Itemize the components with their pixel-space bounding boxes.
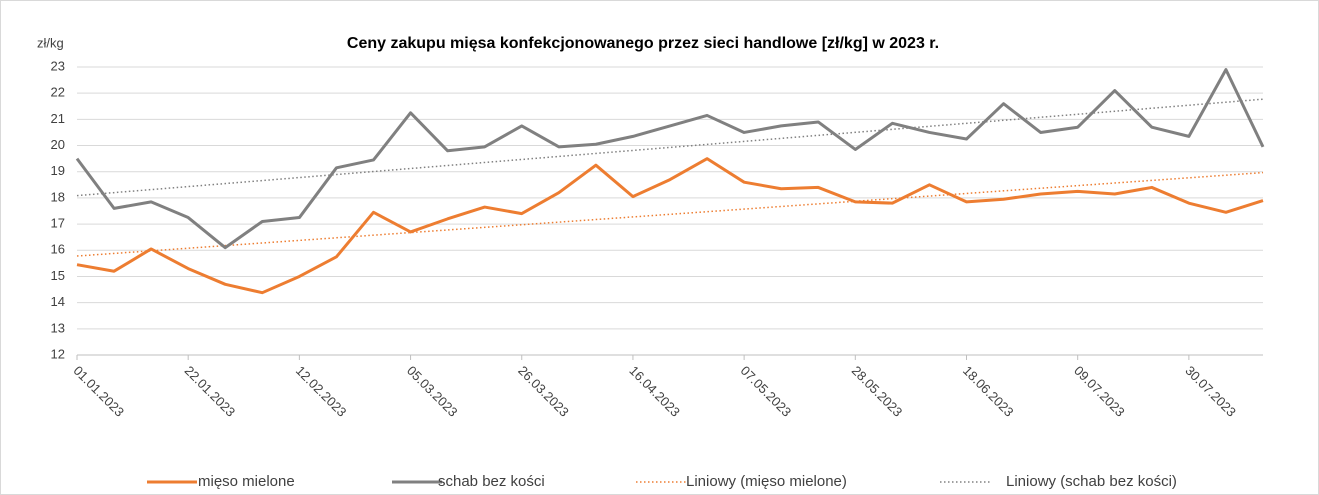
y-tick-label: 16 (51, 242, 65, 257)
legend-label: mięso mielone (198, 473, 295, 490)
y-axis-label: zł/kg (37, 35, 64, 50)
legend-label: schab bez kości (438, 473, 545, 490)
series-line (75, 68, 1265, 250)
legend-label: Liniowy (schab bez kości) (1006, 473, 1177, 490)
y-tick-label: 23 (51, 58, 65, 73)
series-line (76, 157, 1264, 295)
y-tick-label: 15 (51, 268, 65, 283)
y-tick-label: 22 (51, 85, 65, 100)
y-tick-label: 21 (51, 111, 65, 126)
chart-title: Ceny zakupu mięsa konfekcjonowanego prze… (347, 35, 939, 52)
y-tick-label: 17 (51, 216, 65, 231)
y-tick-label: 13 (51, 320, 65, 335)
legend-label: Liniowy (mięso mielone) (686, 473, 847, 490)
y-tick-label: 19 (51, 163, 65, 178)
y-tick-label: 20 (51, 137, 65, 152)
y-tick-label: 18 (51, 189, 65, 204)
y-tick-label: 12 (51, 346, 65, 361)
y-tick-label: 14 (51, 294, 65, 309)
